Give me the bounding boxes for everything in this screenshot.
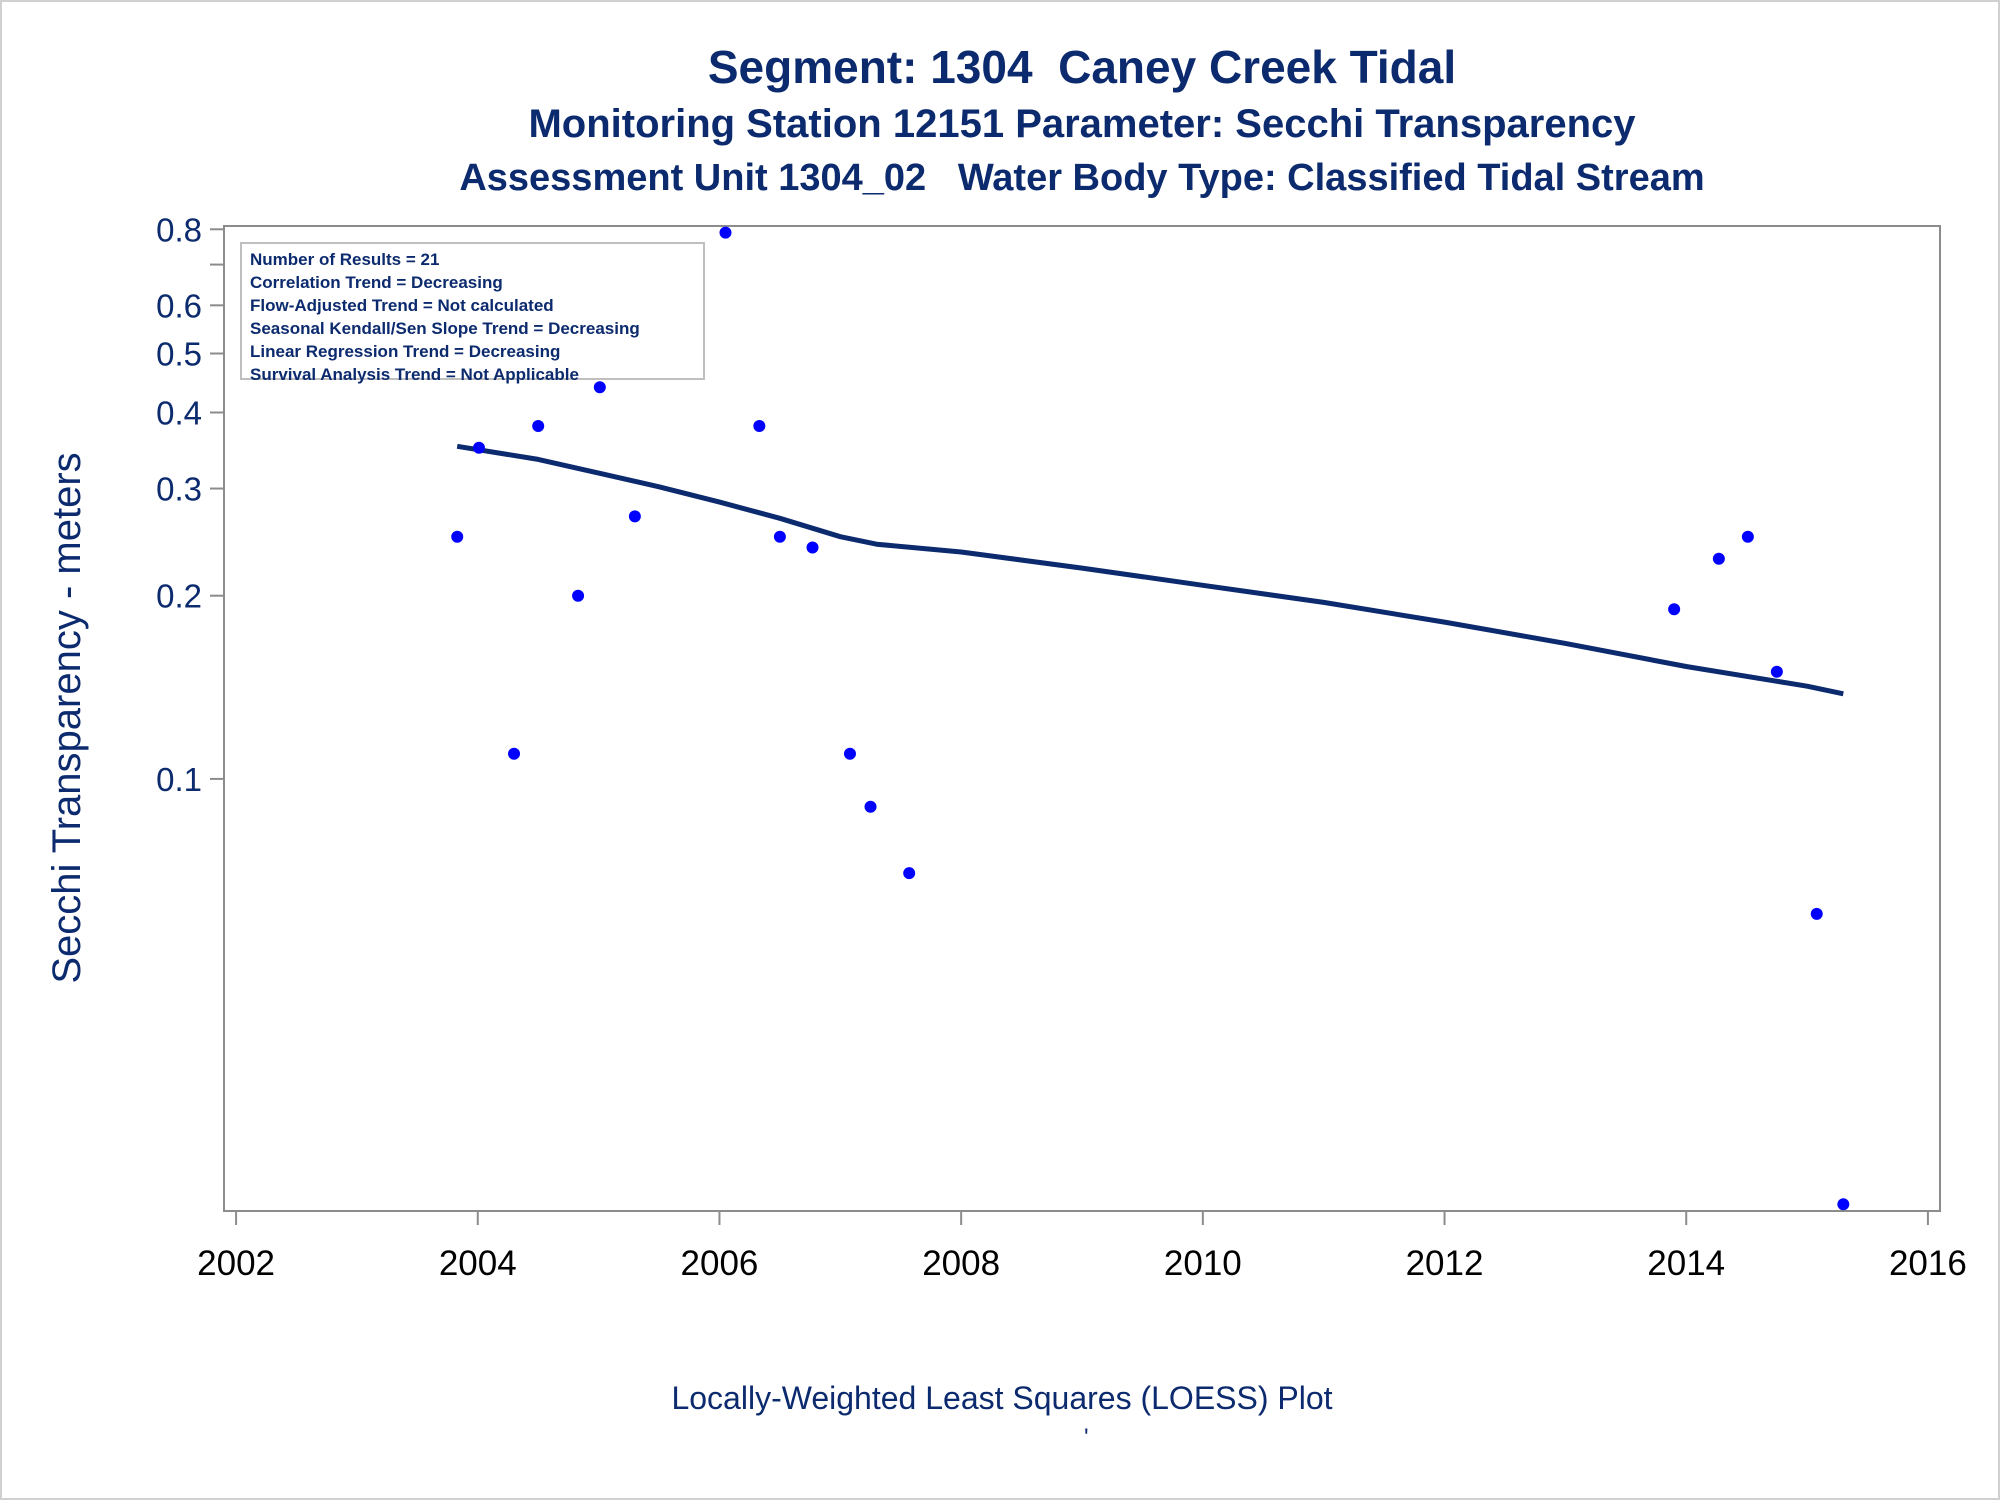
stats-linear-regression-trend: Linear Regression Trend = Decreasing <box>250 342 561 361</box>
stats-correlation-trend: Correlation Trend = Decreasing <box>250 273 503 292</box>
data-point <box>806 541 819 554</box>
x-tick-label: 2016 <box>1889 1244 1967 1283</box>
x-tick-label: 2002 <box>197 1244 275 1283</box>
stats-seasonal-kendall-trend: Seasonal Kendall/Sen Slope Trend = Decre… <box>250 319 640 338</box>
y-tick-label: 0.8 <box>156 211 202 248</box>
data-point <box>1770 665 1783 678</box>
chart-subtitle-station: Monitoring Station 12151 Parameter: Secc… <box>528 102 1636 146</box>
x-tick-label: 2004 <box>439 1244 517 1283</box>
data-point <box>1741 530 1754 543</box>
chart-title: Segment: 1304 Caney Creek Tidal <box>707 41 1457 93</box>
data-point <box>532 420 545 433</box>
y-tick-label: 0.6 <box>156 287 202 324</box>
x-tick-label: 2012 <box>1406 1244 1484 1283</box>
data-point <box>593 381 606 394</box>
data-point <box>719 226 732 239</box>
y-tick-label: 0.3 <box>156 471 202 508</box>
data-point <box>472 441 485 454</box>
loess-trend-line <box>456 443 1844 697</box>
x-tick-label: 2010 <box>1164 1244 1242 1283</box>
y-axis-label: Secchi Transparency - meters <box>45 452 89 983</box>
data-point <box>903 867 916 880</box>
stats-number-of-results: Number of Results = 21 <box>250 250 440 269</box>
data-point <box>1668 603 1681 616</box>
stats-flow-adjusted-trend: Flow-Adjusted Trend = Not calculated <box>250 296 554 315</box>
data-point <box>864 800 877 813</box>
data-point <box>773 530 786 543</box>
footnote: Locally-Weighted Least Squares (LOESS) P… <box>671 1380 1333 1416</box>
data-point <box>451 530 464 543</box>
stats-survival-analysis-trend: Survival Analysis Trend = Not Applicable <box>250 365 579 384</box>
x-tick-label: 2014 <box>1647 1244 1725 1283</box>
data-point <box>753 420 766 433</box>
y-tick-label: 0.1 <box>156 761 202 798</box>
data-point <box>1810 907 1823 920</box>
data-point <box>1837 1198 1850 1211</box>
chart-subtitle-assessment: Assessment Unit 1304_02 Water Body Type:… <box>459 157 1705 199</box>
data-point <box>508 747 521 760</box>
data-point <box>843 747 856 760</box>
footnote-mark: ' <box>1084 1424 1089 1451</box>
y-tick-label: 0.4 <box>156 394 202 431</box>
y-tick-label: 0.5 <box>156 336 202 373</box>
x-tick-label: 2006 <box>681 1244 759 1283</box>
data-point <box>628 510 641 523</box>
data-point <box>1712 552 1725 565</box>
y-tick-label: 0.2 <box>156 578 202 615</box>
x-tick-label: 2008 <box>922 1244 1000 1283</box>
data-point <box>572 589 585 602</box>
plot-area-border <box>223 225 1941 1212</box>
stats-box: Number of Results = 21 Correlation Trend… <box>240 242 705 384</box>
